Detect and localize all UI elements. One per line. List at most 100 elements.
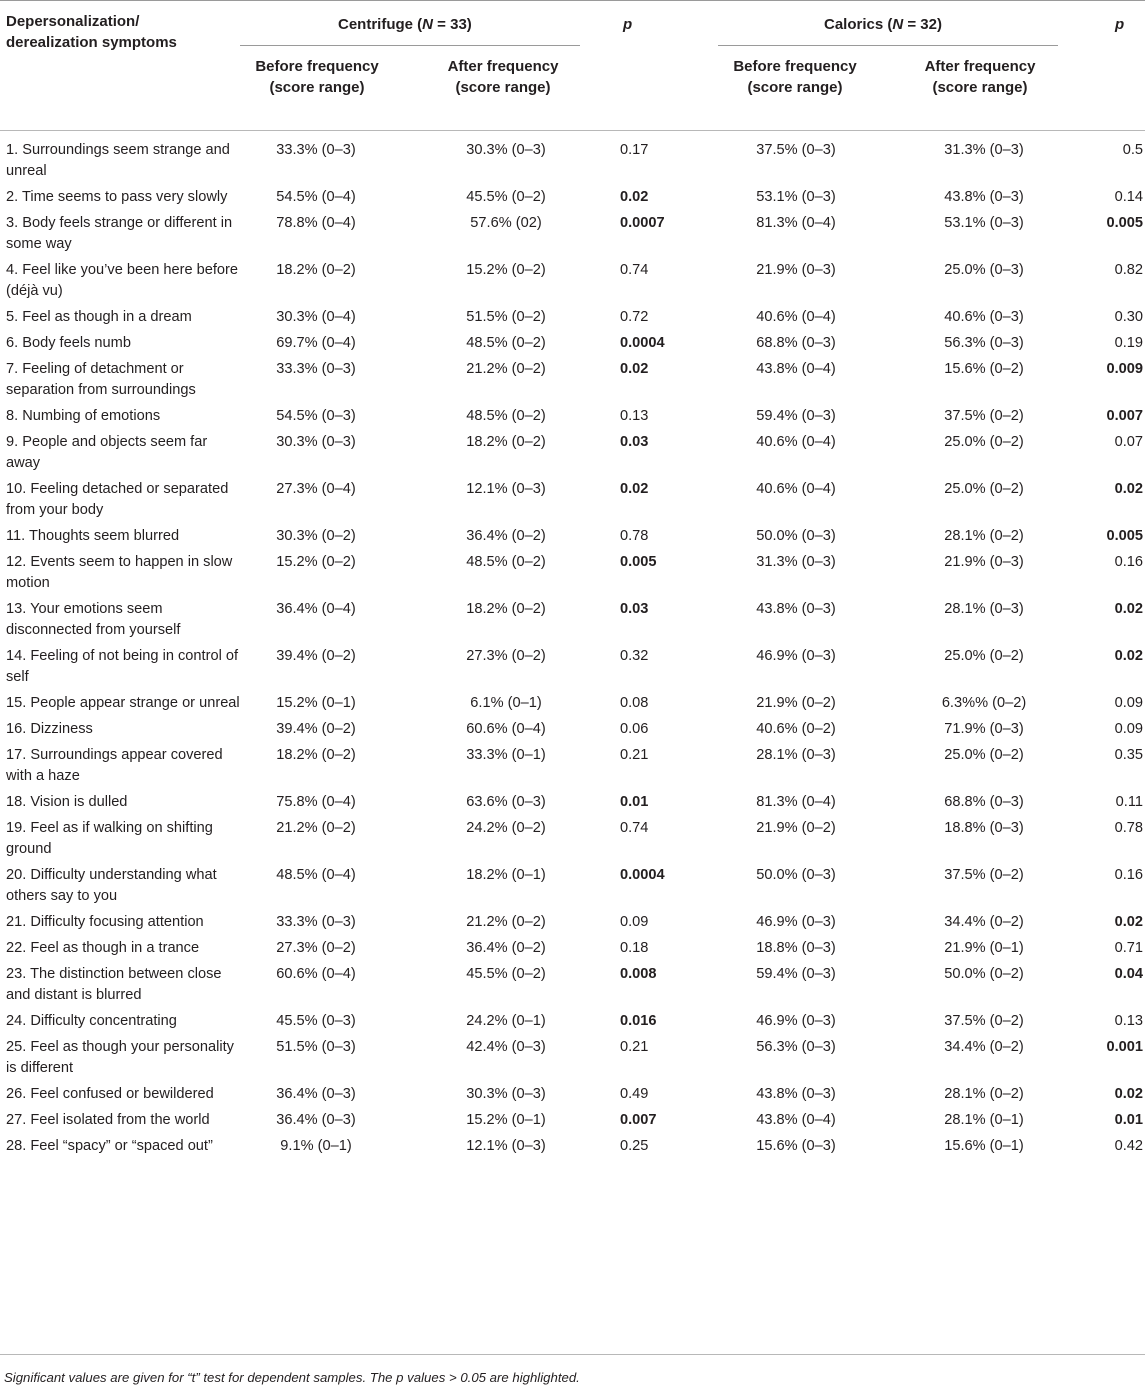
table-row: 23. The distinction between close and di… xyxy=(0,964,1145,1011)
centrifuge-after-cell: 63.6% (0–3) xyxy=(466,794,546,810)
centrifuge-p-cell: 0.78 xyxy=(620,528,649,544)
calorics-p-cell: 0.19 xyxy=(1114,335,1143,351)
centrifuge-after-cell: 48.5% (0–2) xyxy=(466,554,546,570)
centrifuge-after-cell: 51.5% (0–2) xyxy=(466,309,546,325)
calorics-before-cell: 81.3% (0–4) xyxy=(756,794,836,810)
symptom-cell: 21. Difficulty focusing attention xyxy=(6,914,204,930)
centrifuge-after-header: After frequency (score range) xyxy=(447,58,559,96)
centrifuge-p-cell: 0.008 xyxy=(620,966,657,982)
calorics-after-cell: 25.0% (0–3) xyxy=(944,262,1024,278)
symptom-cell: 28. Feel “spacy” or “spaced out” xyxy=(6,1138,213,1154)
calorics-before-cell: 31.3% (0–3) xyxy=(756,554,836,570)
centrifuge-before-cell: 75.8% (0–4) xyxy=(276,794,356,810)
calorics-after-cell: 50.0% (0–2) xyxy=(944,966,1024,982)
calorics-p-cell: 0.5 xyxy=(1122,142,1143,158)
symptom-cell: 1. Surroundings seem strange and unreal xyxy=(6,142,230,179)
calorics-after-cell: 28.1% (0–2) xyxy=(944,1086,1024,1102)
calorics-after-cell: 28.1% (0–1) xyxy=(944,1112,1024,1128)
calorics-p-cell: 0.02 xyxy=(1114,601,1143,617)
table-row: 10. Feeling detached or separated from y… xyxy=(0,479,1145,526)
table-row: 22. Feel as though in a trance 27.3% (0–2… xyxy=(0,938,1145,964)
centrifuge-before-cell: 18.2% (0–2) xyxy=(276,747,356,763)
calorics-p-cell: 0.42 xyxy=(1114,1138,1143,1154)
symptom-cell: 11. Thoughts seem blurred xyxy=(6,528,180,544)
calorics-p-cell: 0.001 xyxy=(1106,1039,1143,1055)
centrifuge-p-cell: 0.016 xyxy=(620,1013,657,1029)
centrifuge-before-cell: 69.7% (0–4) xyxy=(276,335,356,351)
calorics-after-cell: 53.1% (0–3) xyxy=(944,215,1024,231)
table-row: 28. Feel “spacy” or “spaced out” 9.1% (0–… xyxy=(0,1136,1145,1162)
calorics-p-cell: 0.78 xyxy=(1114,820,1143,836)
centrifuge-before-cell: 33.3% (0–3) xyxy=(276,914,356,930)
centrifuge-p-cell: 0.03 xyxy=(620,434,649,450)
table-row: 21. Difficulty focusing attention 33.3% (… xyxy=(0,912,1145,938)
centrifuge-p-cell: 0.18 xyxy=(620,940,649,956)
calorics-after-cell: 37.5% (0–2) xyxy=(944,867,1024,883)
table-row: 27. Feel isolated from the world 36.4% (0… xyxy=(0,1110,1145,1136)
centrifuge-p-cell: 0.03 xyxy=(620,601,649,617)
symptom-cell: 22. Feel as though in a trance xyxy=(6,940,200,956)
centrifuge-before-cell: 60.6% (0–4) xyxy=(276,966,356,982)
centrifuge-before-cell: 18.2% (0–2) xyxy=(276,262,356,278)
symptom-cell: 7. Feeling of detachment or separation f… xyxy=(6,361,196,398)
calorics-p-cell: 0.09 xyxy=(1114,721,1143,737)
calorics-after-cell: 21.9% (0–1) xyxy=(944,940,1024,956)
centrifuge-after-cell: 30.3% (0–3) xyxy=(466,142,546,158)
table-footnote: Significant values are given for “t” tes… xyxy=(4,1370,580,1385)
table-row: 5. Feel as though in a dream 30.3% (0–4) 5… xyxy=(0,307,1145,333)
centrifuge-after-cell: 18.2% (0–1) xyxy=(466,867,546,883)
calorics-after-header: After frequency (score range) xyxy=(924,58,1036,96)
table-body: 1. Surroundings seem strange and unreal 3… xyxy=(0,140,1145,1162)
calorics-p-cell: 0.13 xyxy=(1114,1013,1143,1029)
centrifuge-p-cell: 0.01 xyxy=(620,794,649,810)
calorics-after-cell: 56.3% (0–3) xyxy=(944,335,1024,351)
centrifuge-before-cell: 36.4% (0–3) xyxy=(276,1112,356,1128)
centrifuge-before-cell: 54.5% (0–4) xyxy=(276,189,356,205)
calorics-p-cell: 0.30 xyxy=(1114,309,1143,325)
calorics-before-cell: 59.4% (0–3) xyxy=(756,966,836,982)
symptom-cell: 19. Feel as if walking on shifting groun… xyxy=(6,820,213,857)
centrifuge-p-cell: 0.74 xyxy=(620,820,649,836)
calorics-after-cell: 25.0% (0–2) xyxy=(944,434,1024,450)
calorics-before-header: Before frequency (score range) xyxy=(733,58,857,96)
centrifuge-after-cell: 27.3% (0–2) xyxy=(466,648,546,664)
calorics-before-cell: 18.8% (0–3) xyxy=(756,940,836,956)
centrifuge-before-cell: 45.5% (0–3) xyxy=(276,1013,356,1029)
centrifuge-p-cell: 0.21 xyxy=(620,747,649,763)
centrifuge-p-cell: 0.02 xyxy=(620,481,649,497)
centrifuge-before-cell: 27.3% (0–4) xyxy=(276,481,356,497)
centrifuge-before-cell: 15.2% (0–1) xyxy=(276,695,356,711)
calorics-after-cell: 68.8% (0–3) xyxy=(944,794,1024,810)
symptom-cell: 24. Difficulty concentrating xyxy=(6,1013,177,1029)
centrifuge-before-cell: 78.8% (0–4) xyxy=(276,215,356,231)
centrifuge-group-rule xyxy=(240,45,580,46)
centrifuge-p-cell: 0.13 xyxy=(620,408,649,424)
centrifuge-p-cell: 0.06 xyxy=(620,721,649,737)
table-row: 2. Time seems to pass very slowly 54.5% (… xyxy=(0,187,1145,213)
calorics-p-cell: 0.09 xyxy=(1114,695,1143,711)
centrifuge-before-cell: 39.4% (0–2) xyxy=(276,721,356,737)
table-row: 13. Your emotions seem disconnected from… xyxy=(0,599,1145,646)
centrifuge-p-cell: 0.74 xyxy=(620,262,649,278)
calorics-group-header: Calorics (N = 32) xyxy=(824,16,942,33)
table-row: 9. People and objects seem far away 30.3%… xyxy=(0,432,1145,479)
centrifuge-p-cell: 0.02 xyxy=(620,361,649,377)
calorics-p-cell: 0.35 xyxy=(1114,747,1143,763)
centrifuge-after-cell: 36.4% (0–2) xyxy=(466,940,546,956)
centrifuge-after-cell: 18.2% (0–2) xyxy=(466,434,546,450)
centrifuge-p-cell: 0.17 xyxy=(620,142,649,158)
table-bottom-rule xyxy=(0,1354,1145,1355)
table-row: 18. Vision is dulled 75.8% (0–4) 63.6% (0–… xyxy=(0,792,1145,818)
table-row: 1. Surroundings seem strange and unreal 3… xyxy=(0,140,1145,187)
centrifuge-before-header: Before frequency (score range) xyxy=(255,58,379,96)
calorics-before-cell: 40.6% (0–4) xyxy=(756,434,836,450)
table-row: 25. Feel as though your personality is d… xyxy=(0,1037,1145,1084)
symptom-cell: 13. Your emotions seem disconnected from… xyxy=(6,601,181,638)
calorics-p-header: p xyxy=(1115,16,1125,33)
centrifuge-before-cell: 30.3% (0–4) xyxy=(276,309,356,325)
table-row: 26. Feel confused or bewildered 36.4% (0–… xyxy=(0,1084,1145,1110)
centrifuge-p-cell: 0.005 xyxy=(620,554,657,570)
table-row: 12. Events seem to happen in slow motion… xyxy=(0,552,1145,599)
centrifuge-before-cell: 33.3% (0–3) xyxy=(276,361,356,377)
centrifuge-before-cell: 15.2% (0–2) xyxy=(276,554,356,570)
